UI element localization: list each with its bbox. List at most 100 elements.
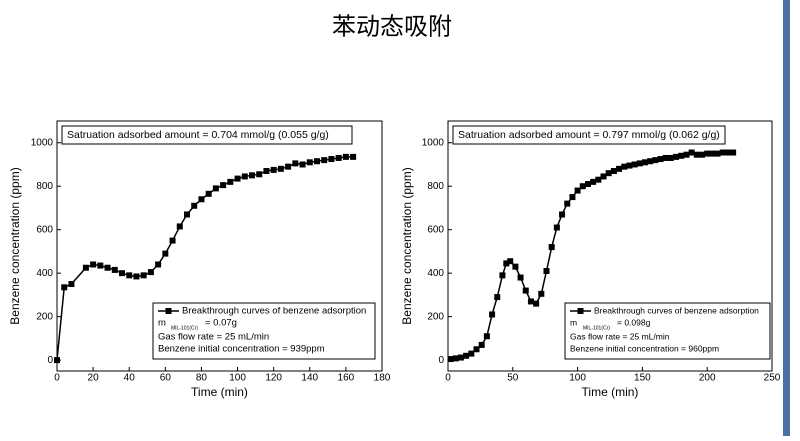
chart: 0 20 40 60 80 100 120 140 160 180 0 200 400 600 800 100… (8, 120, 391, 399)
data-point (176, 223, 183, 230)
data-point (256, 171, 263, 178)
data-point (631, 161, 638, 168)
mass-symbol: m (570, 317, 577, 327)
x-tick-label: 200 (699, 373, 716, 384)
data-point (133, 273, 140, 280)
data-point (220, 182, 227, 189)
data-point (704, 150, 711, 157)
data-point (162, 250, 169, 257)
data-point (693, 151, 700, 158)
data-point (473, 346, 480, 353)
data-point (263, 168, 270, 174)
data-point (155, 261, 162, 268)
data-point (636, 160, 643, 167)
y-axis-label: Benzene concentration (ppm) (8, 167, 22, 324)
data-point (61, 284, 68, 291)
data-point (579, 183, 586, 190)
data-point (533, 300, 540, 307)
data-point (569, 194, 576, 201)
data-point (590, 178, 597, 185)
data-point (227, 178, 234, 185)
x-tick-label: 250 (764, 373, 781, 384)
legend-marker (577, 308, 584, 314)
annotation-box (61, 125, 353, 145)
data-point (321, 157, 328, 164)
y-tick-label: 800 (427, 181, 444, 192)
mass-value: = 0.098g (617, 317, 651, 327)
data-point (119, 270, 125, 277)
data-point (517, 274, 524, 281)
x-axis-label: Time (min) (191, 385, 248, 399)
data-point (662, 154, 669, 161)
mass-value: = 0.07g (205, 318, 237, 329)
data-point (97, 262, 104, 269)
data-point (140, 272, 147, 279)
data-point (667, 154, 674, 161)
data-point (241, 173, 248, 180)
y-tick-label: 600 (36, 224, 53, 235)
data-point (719, 149, 726, 156)
data-point (147, 269, 154, 276)
data-point (350, 153, 357, 160)
y-tick-label: 200 (427, 311, 444, 322)
data-point (657, 156, 664, 163)
data-point (621, 163, 628, 170)
y-tick-label: 0 (47, 355, 53, 366)
y-tick-label: 600 (427, 224, 444, 235)
legend-label: Breakthrough curves of benzene adsorptio… (182, 306, 366, 317)
data-point (184, 211, 190, 218)
data-point (270, 166, 277, 173)
data-point (709, 150, 716, 157)
data-point (90, 261, 97, 268)
y-tick-label: 1000 (31, 137, 54, 148)
legend-box (564, 302, 771, 360)
data-point (234, 175, 241, 182)
data-point (522, 287, 529, 294)
x-axis-label: Time (min) (582, 385, 639, 399)
data-point (463, 352, 470, 359)
data-point (626, 162, 633, 169)
data-point (342, 153, 349, 160)
annotation: Satruation adsorbed amount = 0.797 mmol/… (458, 129, 720, 141)
mass-subscript: MIL-101(Cr) (583, 325, 610, 331)
data-point (699, 151, 706, 158)
legend-marker (165, 308, 172, 314)
legend-note: Benzene initial concentration = 939ppm (158, 344, 325, 355)
data-point (647, 158, 654, 165)
data-point (126, 272, 133, 279)
data-point (494, 294, 501, 301)
data-point (292, 160, 299, 167)
data-point (616, 165, 623, 172)
mass-subscript: MIL-101(Cr) (171, 325, 198, 331)
mass-symbol: m (158, 318, 166, 329)
data-point (68, 281, 75, 288)
y-tick-label: 200 (36, 311, 53, 322)
data-point (600, 173, 607, 180)
data-point (548, 244, 555, 251)
x-tick-label: 100 (569, 373, 586, 384)
data-point (559, 211, 566, 218)
data-point (111, 266, 118, 273)
slide-title: 苯动态吸附 (332, 13, 452, 41)
y-tick-label: 1000 (422, 137, 445, 148)
data-point (641, 159, 648, 166)
data-point (538, 290, 545, 297)
data-point (610, 168, 617, 174)
data-point (249, 172, 255, 179)
legend-label: Breakthrough curves of benzene adsorptio… (594, 305, 759, 315)
chart: 0 50 100 150 200 250 0 200 400 600 800 1000 Time (mi… (400, 120, 781, 399)
data-point (169, 237, 176, 244)
data-point (574, 187, 581, 194)
legend-box (152, 302, 376, 360)
data-point (447, 356, 454, 363)
x-tick-label: 100 (229, 373, 246, 384)
plot-frame (56, 120, 383, 372)
data-point (285, 163, 292, 170)
data-point (503, 260, 510, 267)
data-point (205, 190, 212, 197)
data-point (306, 159, 313, 166)
data-point (335, 154, 342, 161)
y-tick-label: 0 (438, 355, 444, 366)
data-point (688, 149, 695, 156)
